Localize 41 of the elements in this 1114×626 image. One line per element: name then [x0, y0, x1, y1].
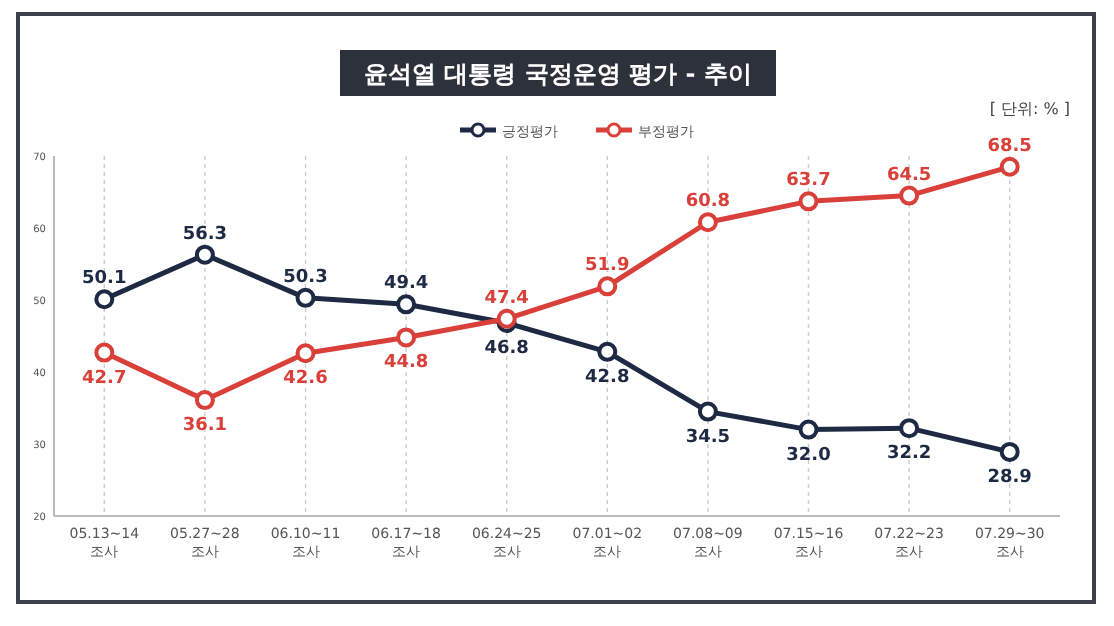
data-label: 46.8: [484, 339, 529, 360]
point: [396, 294, 417, 315]
point: [194, 244, 215, 265]
data-label: 63.7: [786, 171, 831, 192]
point: [496, 308, 517, 329]
data-label: 51.9: [585, 256, 630, 277]
point: [999, 156, 1020, 177]
point: [798, 419, 819, 440]
point: [597, 276, 618, 297]
data-label: 50.1: [82, 269, 127, 290]
point: [697, 401, 718, 422]
data-label: 44.8: [383, 353, 429, 374]
data-label: 64.5: [886, 165, 932, 186]
data-label: 34.5: [685, 427, 731, 448]
point: [798, 191, 819, 212]
data-label: 49.4: [383, 274, 429, 295]
data-label: 42.7: [82, 368, 127, 389]
data-label: 50.3: [283, 267, 328, 288]
point: [295, 287, 316, 308]
data-label: 28.9: [987, 467, 1032, 488]
point: [899, 185, 920, 206]
data-label: 42.8: [585, 367, 630, 388]
data-label: 56.3: [182, 224, 228, 245]
point: [899, 418, 920, 439]
point: [999, 441, 1020, 462]
data-label: 68.5: [987, 136, 1032, 157]
data-label: 42.6: [283, 369, 328, 390]
point: [396, 327, 417, 348]
data-label: 47.4: [484, 288, 529, 309]
data-label: 36.1: [182, 416, 228, 437]
data-label: 60.8: [685, 192, 731, 213]
point: [194, 390, 215, 411]
point: [295, 343, 316, 364]
point: [94, 289, 115, 310]
point: [597, 341, 618, 362]
point: [697, 212, 718, 233]
data-label: 32.0: [786, 445, 831, 466]
chart-title: 윤석열 대통령 국정운영 평가 - 추이: [364, 60, 752, 88]
text: [ 단위: % ]: [989, 100, 1070, 118]
data-label: 32.2: [886, 444, 932, 465]
point: [94, 342, 115, 363]
